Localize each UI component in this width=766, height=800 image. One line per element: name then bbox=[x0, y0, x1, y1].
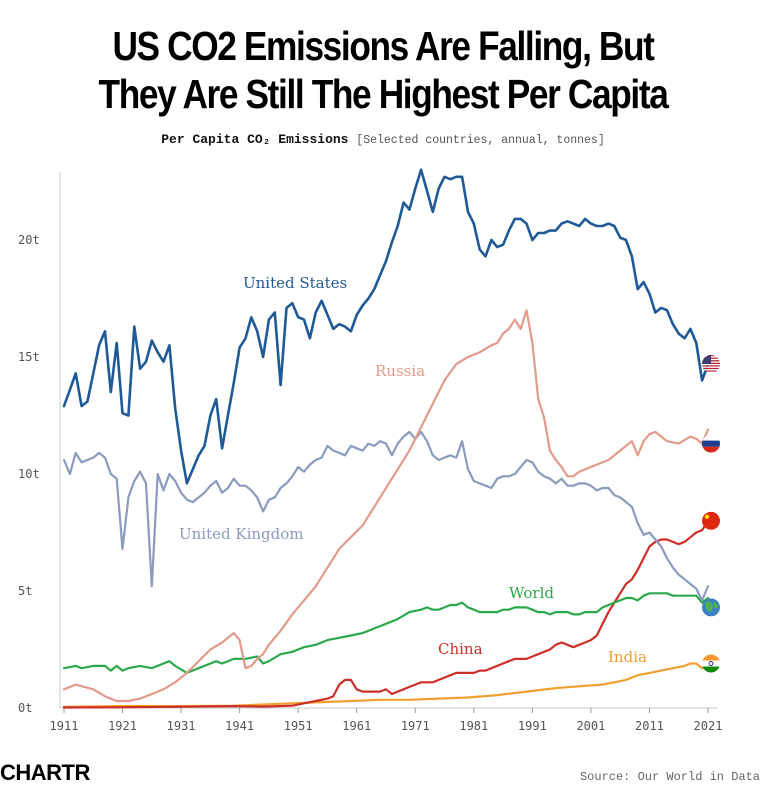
x-tick-label: 2021 bbox=[694, 719, 723, 733]
series-line-india bbox=[62, 662, 710, 708]
series-lines bbox=[62, 168, 710, 709]
title-line-2: They Are Still The Highest Per Capita bbox=[98, 71, 669, 117]
russia-flag-icon bbox=[702, 434, 720, 453]
x-tick-label: 1931 bbox=[167, 719, 196, 733]
china-flag-icon bbox=[702, 511, 720, 530]
chart-subtitle: Per Capita CO₂ Emissions [Selected count… bbox=[0, 132, 766, 147]
y-tick-label: 20t bbox=[18, 233, 40, 247]
india-flag-icon bbox=[702, 654, 720, 673]
x-tick-label: 1921 bbox=[108, 719, 137, 733]
world-globe-icon bbox=[702, 598, 720, 617]
subtitle-main: Per Capita CO₂ Emissions bbox=[161, 132, 349, 147]
series-line-united-states bbox=[62, 168, 710, 485]
source-note: Source: Our World in Data bbox=[579, 770, 760, 784]
x-tick-label: 1991 bbox=[518, 719, 547, 733]
x-tick-label: 2011 bbox=[635, 719, 664, 733]
series-flags bbox=[702, 355, 720, 673]
subtitle-detail: [Selected countries, annual, tonnes] bbox=[356, 134, 605, 147]
chart-title: US CO2 Emissions Are Falling, But They A… bbox=[54, 22, 713, 118]
y-tick-label: 5t bbox=[18, 584, 32, 598]
series-label-world: World bbox=[509, 584, 554, 602]
us-flag-icon bbox=[702, 355, 720, 374]
series-label-russia: Russia bbox=[375, 362, 425, 380]
y-tick-label: 15t bbox=[18, 350, 40, 364]
x-tick-label: 1981 bbox=[459, 719, 488, 733]
series-line-united-kingdom bbox=[62, 430, 710, 602]
chart-axes: 0t 5t 10t 15t 20t 1911 1921 1931 1941 1951 1961 197… bbox=[18, 172, 722, 733]
series-line-china bbox=[62, 519, 710, 709]
series-line-russia bbox=[62, 309, 710, 703]
series-label-united-kingdom: United Kingdom bbox=[179, 525, 304, 543]
chartr-logo: CHARTR bbox=[0, 760, 90, 785]
line-chart: 0t 5t 10t 15t 20t 1911 1921 1931 1941 1951 1961 197… bbox=[18, 168, 722, 733]
series-label-united-states: United States bbox=[243, 274, 347, 292]
series-labels: United States Russia United Kingdom World Ch… bbox=[179, 274, 647, 666]
series-label-india: India bbox=[608, 648, 647, 666]
x-tick-label: 1951 bbox=[284, 719, 313, 733]
x-tick-label: 1971 bbox=[401, 719, 430, 733]
x-tick-label: 1911 bbox=[50, 719, 79, 733]
y-tick-label: 0t bbox=[18, 701, 32, 715]
x-tick-label: 1961 bbox=[342, 719, 371, 733]
x-tick-label: 2001 bbox=[576, 719, 605, 733]
series-label-china: China bbox=[438, 640, 483, 658]
x-tick-label: 1941 bbox=[225, 719, 254, 733]
y-tick-label: 10t bbox=[18, 467, 40, 481]
title-line-1: US CO2 Emissions Are Falling, But bbox=[112, 23, 654, 69]
